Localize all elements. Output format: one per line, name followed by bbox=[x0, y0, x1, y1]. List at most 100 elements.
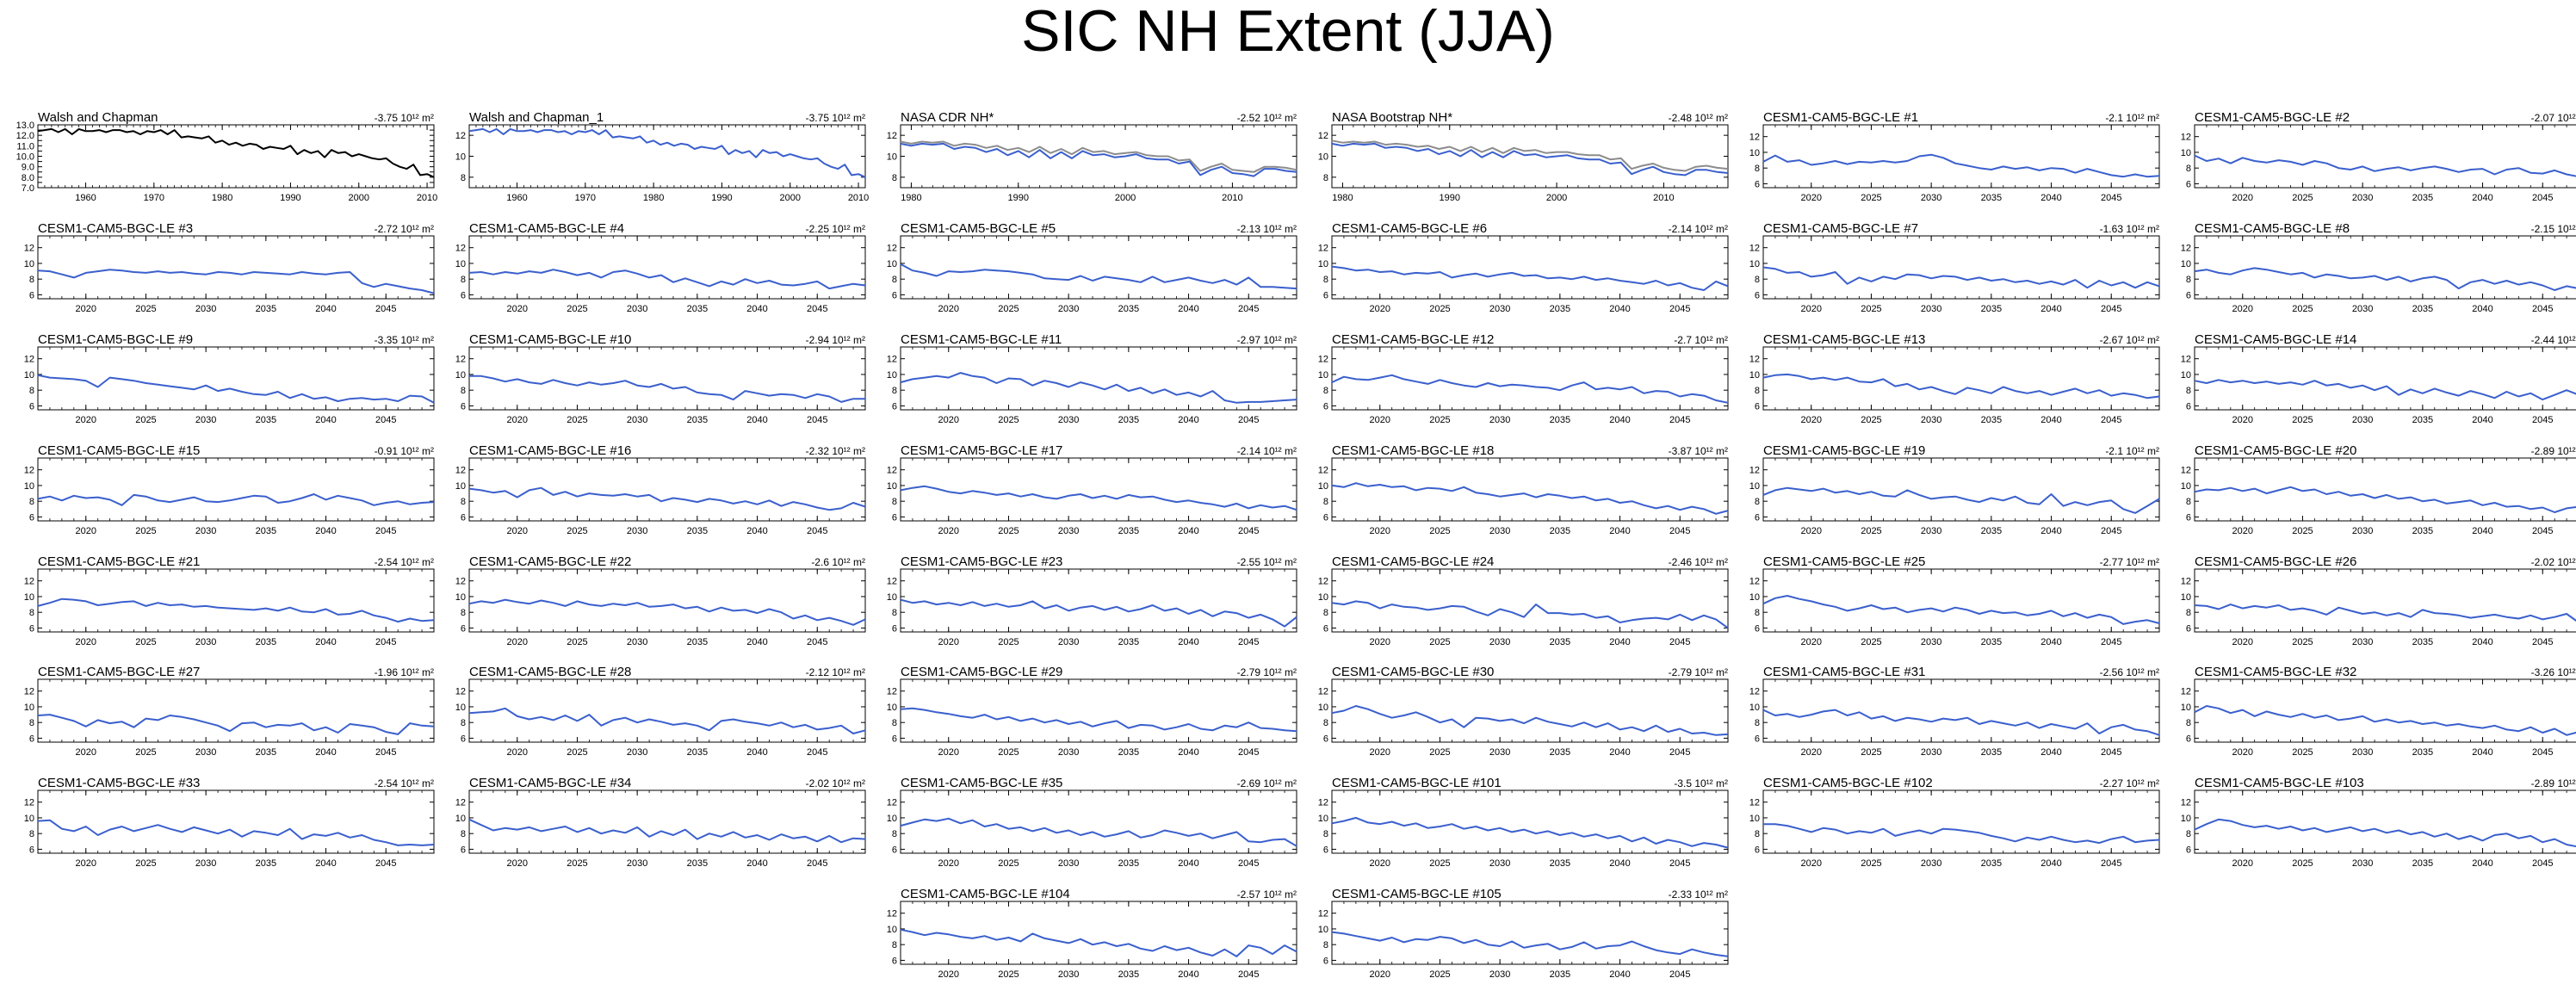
trend-value: -3.5 bbox=[1674, 777, 1692, 789]
trend-unit: 10¹² m² bbox=[1260, 666, 1297, 678]
line-chart: 1980 1990 2000 2010 8 10 12 bbox=[1318, 124, 1729, 203]
y-tick-label: 6 bbox=[461, 401, 466, 412]
x-tick-label: 2025 bbox=[998, 304, 1019, 314]
line-chart: 2020 2025 2030 2035 2040 2045 6 8 10 12 bbox=[1318, 678, 1729, 758]
plot-frame bbox=[2194, 568, 2576, 633]
y-tick-label: 12 bbox=[1749, 355, 1760, 365]
x-tick-label: 2020 bbox=[76, 637, 96, 647]
x-tick-label: 2025 bbox=[1861, 415, 1881, 425]
x-tick-label: 2045 bbox=[1238, 637, 1259, 647]
x-tick-label: 2040 bbox=[2472, 526, 2492, 536]
trend-label: -2.89 10¹² m² bbox=[2531, 777, 2576, 789]
y-tick-label: 6 bbox=[2186, 623, 2191, 634]
x-tick-label: 2035 bbox=[256, 526, 276, 536]
trend-value: -1.63 bbox=[2099, 223, 2123, 235]
chart-panel: CESM1-CAM5-BGC-LE #35 -2.69 10¹² m² 2020 20… bbox=[887, 776, 1297, 877]
chart-panel: CESM1-CAM5-BGC-LE #13 -2.67 10¹² m² 2020 20… bbox=[1749, 332, 2160, 434]
x-tick-label: 2030 bbox=[2352, 747, 2373, 758]
y-tick-label: 8 bbox=[892, 829, 897, 839]
panel-title: CESM1-CAM5-BGC-LE #8 bbox=[2195, 221, 2350, 236]
y-tick-label: 6 bbox=[29, 734, 34, 744]
trend-label: -2.44 10¹² m² bbox=[2531, 334, 2576, 346]
line-chart: 2020 2025 2030 2035 2040 2045 6 8 10 12 bbox=[24, 235, 435, 314]
line-chart: 2020 2025 2030 2035 2040 2045 6 8 10 12 bbox=[455, 457, 866, 536]
series-line bbox=[1331, 139, 1729, 172]
y-tick-label: 8 bbox=[892, 718, 897, 728]
trend-unit: 10¹² m² bbox=[1692, 334, 1728, 346]
trend-value: -1.96 bbox=[374, 666, 398, 678]
x-tick-label: 2025 bbox=[2292, 193, 2313, 203]
y-tick-label: 10 bbox=[1318, 592, 1328, 603]
trend-label: -2.46 10¹² m² bbox=[1669, 556, 1728, 568]
y-tick-label: 6 bbox=[29, 623, 34, 634]
x-tick-label: 2045 bbox=[375, 304, 396, 314]
x-tick-label: 2020 bbox=[507, 637, 528, 647]
y-tick-label: 8 bbox=[2186, 164, 2191, 174]
trend-unit: 10¹² m² bbox=[2123, 112, 2159, 124]
x-tick-label: 2020 bbox=[2232, 747, 2253, 758]
x-tick-label: 2025 bbox=[2292, 858, 2313, 869]
y-tick-label: 8 bbox=[1755, 829, 1760, 839]
line-chart: 2020 2025 2030 2035 2040 2045 6 8 10 12 bbox=[2181, 789, 2576, 869]
y-tick-label: 10 bbox=[455, 152, 466, 163]
trend-label: -2.48 10¹² m² bbox=[1669, 112, 1728, 124]
trend-label: -2.7 10¹² m² bbox=[1674, 334, 1728, 346]
x-tick-label: 2035 bbox=[1550, 858, 1570, 869]
series-line bbox=[468, 598, 866, 626]
trend-label: -2.32 10¹² m² bbox=[806, 445, 865, 457]
trend-unit: 10¹² m² bbox=[1260, 445, 1297, 457]
series-line bbox=[468, 486, 866, 511]
y-tick-label: 8 bbox=[2186, 829, 2191, 839]
y-tick-label: 10 bbox=[2181, 703, 2191, 713]
line-chart: 2020 2025 2030 2035 2040 2045 6 8 10 12 bbox=[24, 678, 435, 758]
x-tick-label: 2040 bbox=[1178, 747, 1198, 758]
y-tick-label: 10 bbox=[2181, 148, 2191, 158]
panel-title: CESM1-CAM5-BGC-LE #30 bbox=[1332, 665, 1495, 679]
trend-label: -2.54 10¹² m² bbox=[375, 556, 434, 568]
y-tick-label: 10 bbox=[24, 259, 34, 269]
y-tick-label: 6 bbox=[461, 734, 466, 744]
x-tick-label: 2035 bbox=[256, 304, 276, 314]
trend-label: -2.79 10¹² m² bbox=[1237, 666, 1297, 678]
panel-title: CESM1-CAM5-BGC-LE #11 bbox=[901, 332, 1062, 347]
y-tick-label: 6 bbox=[1323, 512, 1328, 523]
y-tick-label: 6 bbox=[1755, 290, 1760, 300]
series-line bbox=[1331, 816, 1729, 849]
y-tick-label: 6 bbox=[1323, 401, 1328, 412]
trend-unit: 10¹² m² bbox=[2123, 666, 2159, 678]
series-line bbox=[37, 493, 435, 506]
x-tick-label: 2035 bbox=[1118, 858, 1139, 869]
plot-frame bbox=[900, 789, 1297, 854]
x-tick-label: 2025 bbox=[1861, 858, 1881, 869]
x-tick-label: 2025 bbox=[1861, 193, 1881, 203]
x-tick-label: 2020 bbox=[76, 415, 96, 425]
x-tick-label: 2020 bbox=[2232, 304, 2253, 314]
plot-frame bbox=[37, 678, 435, 743]
y-tick-label: 8 bbox=[1755, 386, 1760, 396]
trend-label: -2.1 10¹² m² bbox=[2105, 445, 2159, 457]
x-tick-label: 2030 bbox=[1058, 747, 1079, 758]
line-chart: 2020 2025 2030 2035 2040 2045 6 8 10 12 bbox=[1318, 457, 1729, 536]
series-line bbox=[1762, 266, 2160, 289]
x-tick-label: 2020 bbox=[1801, 193, 1822, 203]
trend-label: -2.94 10¹² m² bbox=[806, 334, 865, 346]
x-tick-label: 2030 bbox=[1058, 858, 1079, 869]
trend-unit: 10¹² m² bbox=[829, 334, 865, 346]
chart-panel: CESM1-CAM5-BGC-LE #23 -2.55 10¹² m² 2020 20… bbox=[887, 554, 1297, 656]
trend-unit: 10¹² m² bbox=[1260, 334, 1297, 346]
x-tick-label: 2025 bbox=[998, 747, 1019, 758]
y-tick-label: 10 bbox=[887, 592, 897, 603]
y-tick-label: 10 bbox=[887, 152, 897, 163]
trend-value: -2.54 bbox=[374, 777, 398, 789]
y-tick-label: 8 bbox=[1755, 718, 1760, 728]
series-line bbox=[37, 819, 435, 846]
series-line bbox=[1331, 705, 1729, 736]
x-tick-label: 2045 bbox=[375, 526, 396, 536]
x-tick-label: 2025 bbox=[998, 637, 1019, 647]
panel-title: CESM1-CAM5-BGC-LE #22 bbox=[469, 554, 632, 569]
trend-value: -2.79 bbox=[1668, 666, 1692, 678]
x-tick-label: 2020 bbox=[1801, 747, 1822, 758]
x-tick-label: 2030 bbox=[1489, 637, 1510, 647]
trend-value: -2.89 bbox=[2530, 445, 2554, 457]
